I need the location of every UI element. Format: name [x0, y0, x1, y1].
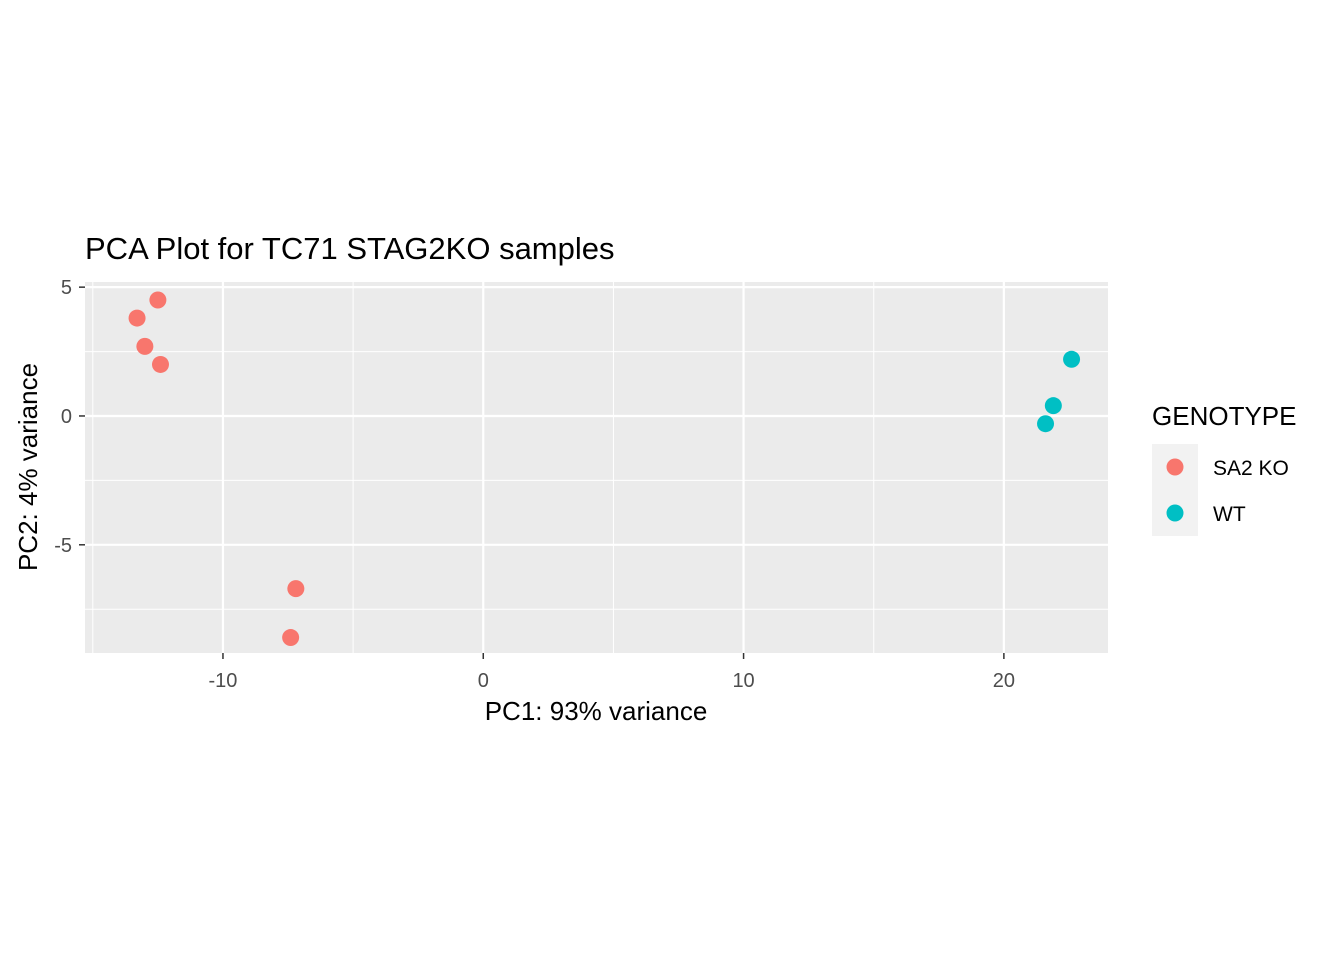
- legend-key-point: [1166, 458, 1184, 476]
- y-tick-label: -5: [54, 535, 72, 557]
- legend: GENOTYPE SA2 KO WT: [1152, 401, 1296, 536]
- legend-label: SA2 KO: [1213, 457, 1289, 480]
- x-tick-label: 10: [732, 670, 754, 692]
- major-gridlines: [85, 282, 1108, 653]
- legend-key-point: [1166, 504, 1184, 522]
- legend-label: WT: [1213, 503, 1246, 526]
- data-point: [1044, 397, 1062, 415]
- chart-title: PCA Plot for TC71 STAG2KO samples: [85, 231, 615, 266]
- minor-gridlines: [85, 282, 1108, 653]
- x-tick-label: 0: [478, 670, 489, 692]
- data-point: [287, 580, 305, 598]
- data-point: [151, 355, 169, 373]
- data-point: [1037, 415, 1055, 433]
- x-tick-label: -10: [209, 670, 238, 692]
- data-points: [128, 291, 1081, 647]
- x-axis-ticks: -10 0 10 20: [209, 653, 1015, 692]
- plot-panel: [85, 282, 1108, 653]
- data-point: [149, 291, 167, 309]
- y-tick-label: 0: [61, 406, 72, 428]
- legend-title: GENOTYPE: [1152, 401, 1296, 431]
- x-tick-label: 20: [993, 670, 1015, 692]
- data-point: [282, 629, 300, 647]
- y-axis-ticks: -5 0 5: [54, 277, 85, 557]
- y-tick-label: 5: [61, 277, 72, 299]
- data-point: [1063, 350, 1081, 368]
- y-axis-title: PC2: 4% variance: [13, 363, 43, 571]
- x-axis-title: PC1: 93% variance: [485, 696, 708, 726]
- data-point: [136, 337, 154, 355]
- data-point: [128, 309, 146, 327]
